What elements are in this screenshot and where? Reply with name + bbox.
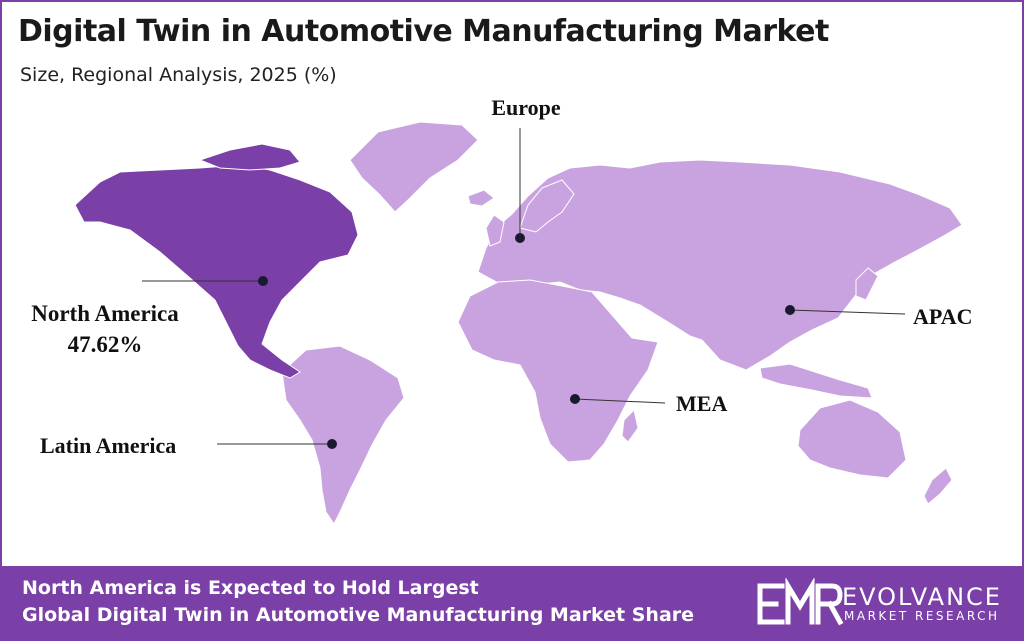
europe-label: Europe — [491, 95, 561, 120]
madagascar-shape — [621, 409, 639, 443]
uk-shape — [485, 214, 505, 247]
eurasia-shape — [477, 159, 963, 371]
emr-monogram-icon — [757, 578, 844, 626]
arctic-islands-shape — [198, 143, 301, 171]
north-america-region — [74, 143, 359, 379]
mea-label: MEA — [676, 391, 727, 416]
latin-america-marker — [327, 439, 337, 449]
logo-name: EVOLVANCE — [842, 583, 1002, 611]
scandinavia-shape — [519, 179, 575, 233]
north-america-value: 47.62% — [68, 332, 143, 357]
iceland-shape — [467, 189, 495, 207]
new-zealand-shape — [923, 467, 953, 505]
japan-shape — [855, 267, 879, 301]
apac-marker — [785, 305, 795, 315]
south-america-shape — [281, 345, 405, 525]
europe-marker — [515, 233, 525, 243]
latin-america-label: Latin America — [40, 433, 176, 458]
footer-line-2: Global Digital Twin in Automotive Manufa… — [22, 604, 695, 626]
footer-text: North America is Expected to Hold Larges… — [22, 575, 694, 629]
page-title: Digital Twin in Automotive Manufacturing… — [18, 14, 829, 49]
mea-marker — [570, 394, 580, 404]
greenland-shape — [349, 121, 479, 213]
africa-shape — [457, 279, 659, 463]
australia-shape — [797, 399, 907, 479]
se-asia-islands-shape — [759, 363, 873, 399]
footer-line-1: North America is Expected to Hold Larges… — [22, 577, 479, 599]
page-subtitle: Size, Regional Analysis, 2025 (%) — [20, 64, 337, 86]
logo-subtitle: MARKET RESEARCH — [844, 609, 1000, 623]
north-america-marker — [258, 276, 268, 286]
north-america-label: North America — [31, 301, 179, 326]
footer-banner — [0, 566, 1024, 641]
apac-label: APAC — [913, 304, 972, 329]
